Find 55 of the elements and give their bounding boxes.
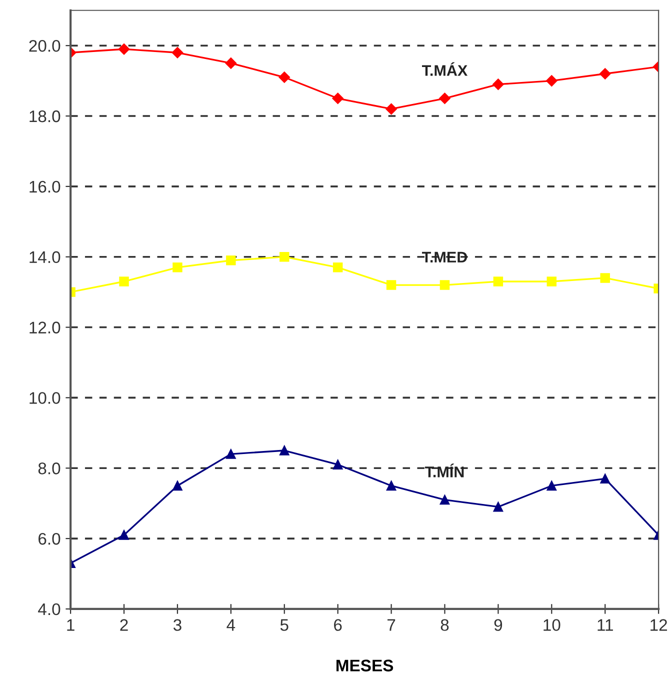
point [225,58,237,69]
point [332,262,343,272]
x-tick-label: 6 [334,619,342,631]
x-tick-label: 7 [388,619,396,631]
point [600,474,610,484]
point [119,530,129,540]
point [439,92,450,104]
point [386,103,397,115]
point [332,460,343,470]
point [600,68,611,80]
point [600,273,610,283]
point [332,92,344,104]
x-tick-label: 5 [280,619,288,631]
point [546,276,557,286]
point [386,280,396,290]
y-tick-label: 10.0 [30,392,60,404]
y-tick-label: 18.0 [30,110,60,122]
point [440,494,450,505]
point [280,252,290,262]
x-tick-label: 3 [173,619,182,631]
point [118,44,130,55]
y-tick-label: 16.0 [30,180,60,193]
point [278,72,290,83]
y-tick-label: 14.0 [30,251,60,264]
point [172,47,184,58]
y-tick-label: 20.0 [29,40,60,52]
x-tick-label: 12 [650,619,667,631]
point [492,78,504,90]
x-tick-label: 4 [226,619,236,631]
series-label: T.MED [422,252,468,262]
point [493,502,504,512]
y-tick-label: 4.0 [38,603,60,616]
point [226,449,236,459]
point [172,262,182,272]
point [119,276,129,286]
x-tick-label: 11 [598,619,613,631]
point [440,280,450,290]
y-tick-label: 12.0 [30,322,60,334]
y-tick-label: 8.0 [38,462,60,474]
x-axis-title: MESES [336,660,394,672]
point [226,256,236,266]
point [493,276,504,286]
point [386,480,396,491]
x-tick-label: 8 [440,619,449,631]
x-tick-label: 10 [544,619,560,631]
point [280,446,290,456]
series-label: T.MÍN [424,464,464,478]
point [172,480,182,491]
x-tick-label: 2 [120,619,128,631]
x-tick-label: 1 [67,619,74,631]
point [546,75,558,86]
point [546,480,557,491]
x-tick-label: 9 [494,619,502,631]
y-tick-label: 6.0 [38,532,60,545]
series-label: T.MÁX [422,62,468,76]
